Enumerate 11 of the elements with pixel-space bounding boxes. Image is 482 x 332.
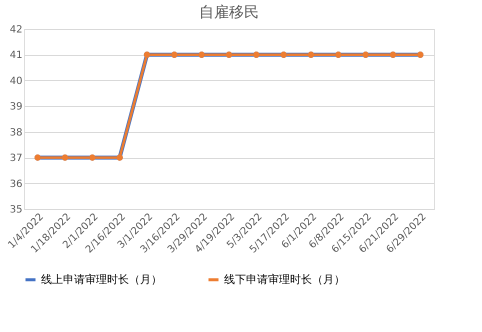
y-tick-label: 36 [10,178,22,190]
y-tick-label: 37 [10,153,22,164]
y-tick-label: 42 [10,24,22,36]
y-tick-label: 40 [10,76,22,87]
legend-label: 线上申请审理时长（月） [41,272,162,286]
legend-label: 线下申请审理时长（月） [224,272,345,286]
y-tick-label: 38 [10,127,22,138]
y-tick-label: 35 [10,204,22,216]
chart-title: 自雇移民 [199,3,259,21]
y-tick-label: 41 [10,50,22,62]
y-tick-label: 39 [10,102,22,113]
